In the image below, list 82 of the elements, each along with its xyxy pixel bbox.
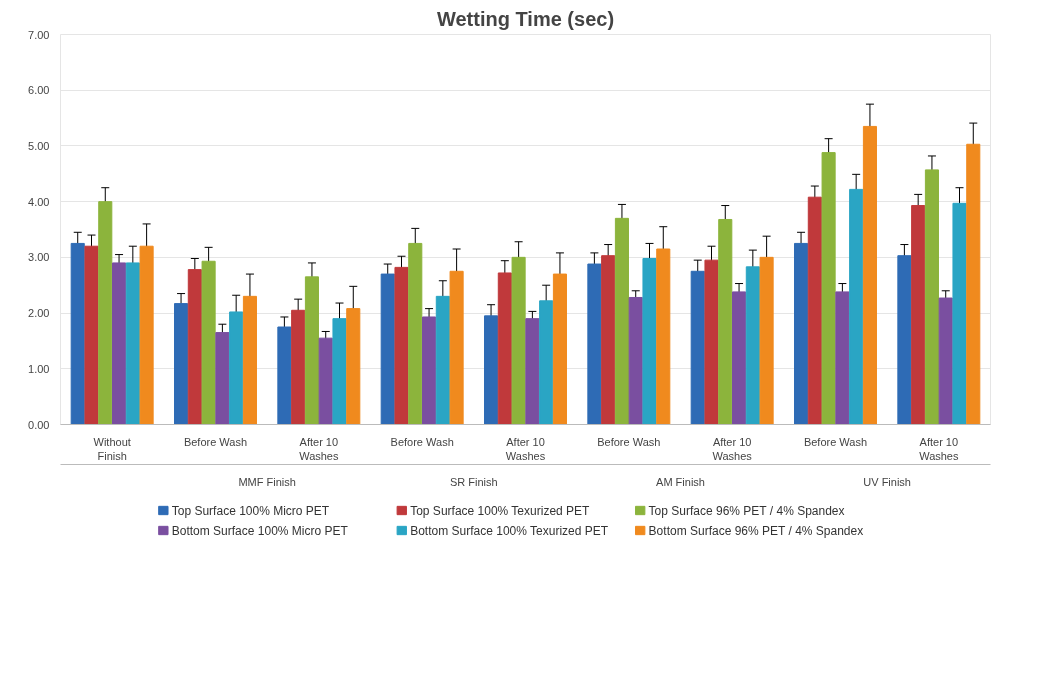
legend-label: Top Surface 96% PET / 4% Spandex bbox=[648, 503, 845, 518]
bar bbox=[835, 291, 850, 425]
bar bbox=[525, 318, 540, 425]
bar bbox=[745, 266, 760, 425]
bar bbox=[70, 242, 85, 425]
bar bbox=[304, 276, 319, 425]
bar bbox=[346, 308, 361, 425]
y-tick-label: 7.00 bbox=[28, 28, 50, 41]
legend-label: Top Surface 100% Micro PET bbox=[171, 503, 330, 518]
bar bbox=[242, 295, 257, 425]
bar bbox=[497, 272, 512, 425]
bar bbox=[732, 291, 747, 425]
bar bbox=[628, 296, 643, 425]
bar bbox=[807, 196, 822, 425]
bar bbox=[112, 262, 127, 425]
x-tick-label: After 10 Washes bbox=[712, 435, 753, 462]
x-tick-label: After 10 Washes bbox=[299, 435, 339, 462]
bar bbox=[539, 300, 554, 425]
legend-label: Bottom Surface 100% Micro PET bbox=[171, 523, 349, 538]
bar bbox=[435, 295, 450, 425]
text: UV Finish bbox=[863, 475, 912, 488]
bar bbox=[139, 245, 154, 425]
bar bbox=[511, 256, 526, 425]
bar bbox=[174, 303, 189, 425]
bar bbox=[229, 311, 244, 425]
y-tick-label: 5.00 bbox=[28, 139, 50, 152]
bar bbox=[84, 245, 99, 425]
bar bbox=[690, 270, 705, 425]
bar bbox=[587, 263, 602, 425]
chart-title: Wetting Time (sec) bbox=[436, 7, 615, 30]
x-tick-label: Before Wash bbox=[390, 435, 454, 448]
bar bbox=[125, 262, 140, 425]
legend-label: Bottom Surface 100% Texurized PET bbox=[410, 523, 609, 538]
bar bbox=[924, 169, 939, 425]
x-tick-label: Before Wash bbox=[803, 435, 868, 448]
x-tick-label: After 10 Washes bbox=[919, 435, 959, 462]
bar bbox=[215, 332, 230, 425]
bar bbox=[759, 256, 774, 425]
bar bbox=[408, 242, 423, 425]
bar bbox=[656, 248, 671, 425]
y-tick-label: 1.00 bbox=[28, 362, 50, 375]
bar bbox=[862, 125, 877, 425]
bar bbox=[821, 152, 836, 425]
bar bbox=[187, 269, 202, 425]
x-tick-label: Without Finish bbox=[93, 435, 131, 462]
text: AM Finish bbox=[656, 475, 705, 488]
x-tick-label: Before Wash bbox=[597, 435, 661, 448]
bar bbox=[794, 242, 809, 425]
bar bbox=[449, 270, 464, 425]
y-tick-label: 6.00 bbox=[28, 84, 50, 97]
bar bbox=[614, 217, 629, 425]
bar bbox=[642, 257, 657, 425]
bar bbox=[201, 260, 216, 425]
bar bbox=[952, 202, 967, 425]
y-tick-label: 0.00 bbox=[28, 418, 50, 431]
text: MMF Finish bbox=[238, 475, 296, 488]
bar bbox=[318, 337, 333, 425]
bar bbox=[718, 218, 733, 425]
bar bbox=[380, 273, 395, 425]
x-tick-label: After 10 Washes bbox=[505, 435, 546, 462]
y-tick-label: 2.00 bbox=[28, 307, 50, 320]
bar bbox=[484, 315, 499, 425]
legend-label: Bottom Surface 96% PET / 4% Spandex bbox=[648, 523, 864, 538]
bar bbox=[332, 318, 347, 425]
bar bbox=[938, 297, 953, 425]
text: SR Finish bbox=[449, 475, 498, 488]
y-tick-label: 4.00 bbox=[28, 195, 50, 208]
bar bbox=[704, 259, 719, 425]
legend-label: Top Surface 100% Texurized PET bbox=[410, 503, 591, 518]
y-tick-label: 3.00 bbox=[28, 251, 50, 264]
bar bbox=[897, 255, 912, 425]
bar bbox=[422, 316, 437, 425]
bar bbox=[966, 143, 981, 425]
bar bbox=[601, 255, 616, 425]
bar bbox=[291, 309, 306, 425]
bar bbox=[911, 205, 926, 425]
bar bbox=[277, 326, 292, 425]
bar bbox=[849, 188, 864, 425]
bar bbox=[394, 266, 409, 425]
bar bbox=[552, 273, 567, 425]
bar bbox=[98, 201, 113, 425]
x-tick-label: Before Wash bbox=[183, 435, 248, 448]
